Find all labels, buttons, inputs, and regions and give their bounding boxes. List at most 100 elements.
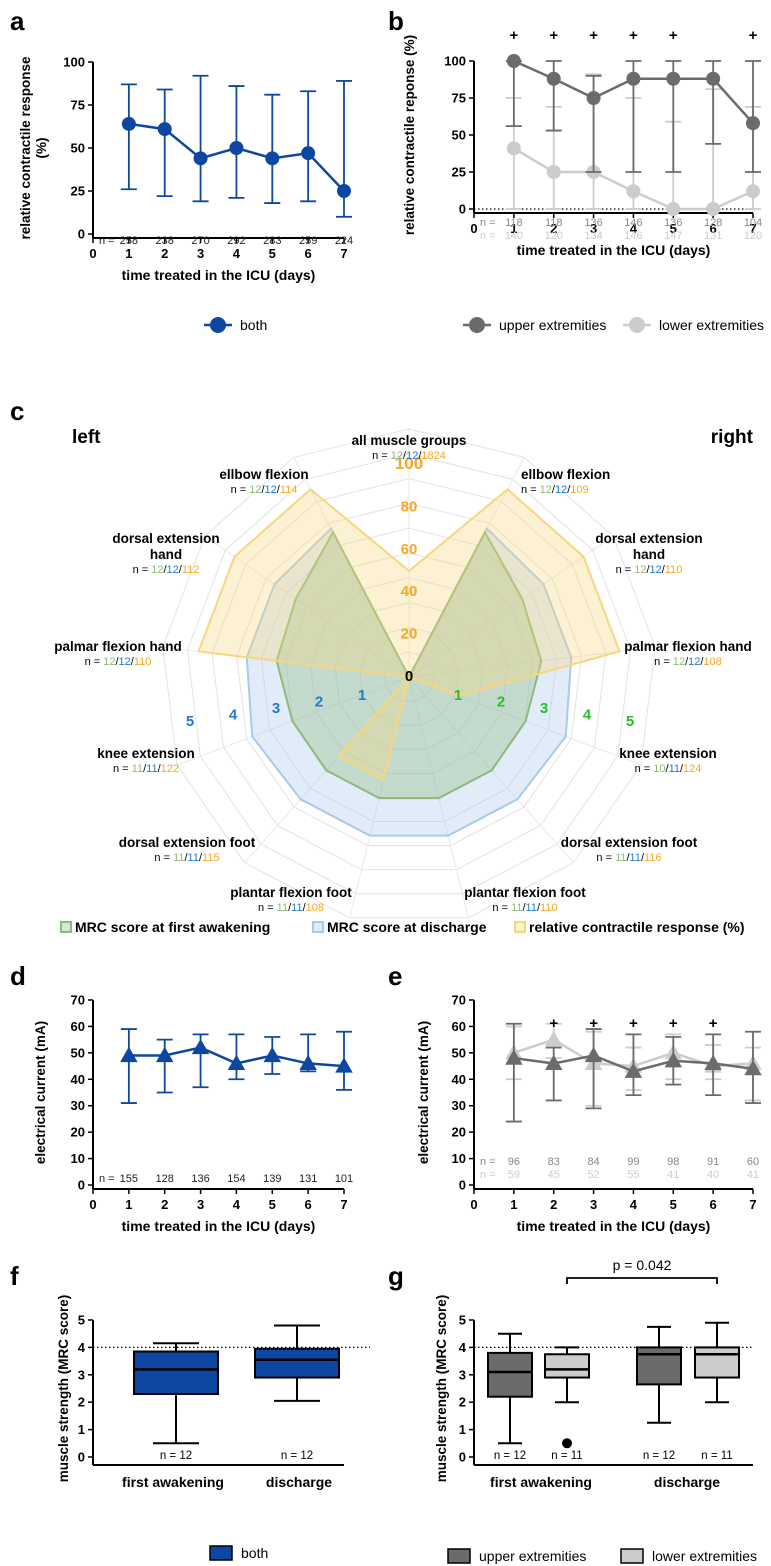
radar-mrc-tick-right: 1 (454, 687, 462, 704)
n-count: 154 (227, 1173, 245, 1185)
y-tick-label: 70 (71, 993, 85, 1008)
radar-pct-tick: 80 (401, 498, 418, 515)
n-part: 11 (173, 852, 184, 864)
n-count: 83 (548, 1156, 560, 1168)
n-count: 84 (587, 1156, 599, 1168)
n-part: 12 (249, 484, 261, 496)
n-count: 283 (263, 235, 281, 247)
y-tick-label: 1 (78, 1422, 85, 1437)
n-part: 11 (511, 902, 522, 914)
n-count: 91 (707, 1156, 719, 1168)
panel-a-chart: a 0 25 50 75 100 0 1 2 3 4 5 6 7 time treated in the I… (10, 6, 353, 283)
n-count: 55 (627, 1169, 639, 1181)
n-count: 128 (704, 217, 722, 229)
n-part: / (303, 902, 307, 914)
n-part: / (662, 564, 666, 576)
significance-bracket (566, 1277, 718, 1284)
legend-f-both: both (209, 1545, 268, 1561)
n-prefix: n = (99, 1173, 115, 1185)
box-group: n = 12 (636, 1325, 682, 1462)
n-part: / (131, 656, 135, 668)
n-part: 11 (188, 852, 199, 864)
n-part: 124 (683, 763, 701, 775)
n-count: n = 12 (160, 1450, 192, 1462)
n-part: n = (372, 450, 391, 462)
n-part: 10 (653, 763, 665, 775)
y-tick-label: 0 (78, 1450, 85, 1465)
y-tick-label: 0 (459, 1178, 466, 1193)
data-point (626, 184, 641, 199)
data-point (544, 1054, 563, 1070)
x-tick-label: 0 (89, 1197, 96, 1212)
radar-axis-name: dorsal extension foot (561, 835, 698, 850)
x-axis-title: time treated in the ICU (days) (517, 242, 711, 258)
legend-swatch (620, 1548, 644, 1564)
radar-axis-label: dorsal extension foot n = 11/11/116 (561, 835, 698, 864)
n-part: / (685, 656, 689, 668)
panel-label: c (10, 396, 24, 426)
radar-axis-name: knee extension (97, 746, 195, 761)
n-part: / (184, 852, 188, 864)
x-tick-label: 3 (590, 221, 597, 236)
n-count: 136 (584, 217, 602, 229)
n-part: 109 (570, 484, 588, 496)
n-count: 270 (191, 235, 209, 247)
n-count: 146 (624, 230, 642, 242)
y-axis-title-line: relative contractile reponse (%) (402, 35, 417, 235)
n-count: 224 (335, 235, 353, 247)
box-group: n = 12 (254, 1324, 340, 1462)
legend-swatch (447, 1548, 471, 1564)
radar-series-area (245, 526, 573, 837)
y-tick-label: 50 (71, 141, 85, 156)
n-part: 11 (291, 902, 302, 914)
box-group: n = 12 (487, 1332, 533, 1462)
y-tick-label: 30 (452, 1098, 466, 1113)
legend-label: relative contractile response (%) (529, 919, 745, 935)
n-part: / (567, 484, 571, 496)
significance-marker: + (709, 1015, 718, 1032)
n-part: 108 (703, 656, 721, 668)
y-axis-title: electrical current (mA) (33, 1021, 48, 1164)
box-group: n = 11 (694, 1321, 740, 1462)
x-tick-label: 0 (470, 1197, 477, 1212)
y-tick-label: 3 (459, 1367, 466, 1382)
legend-g-lower: lower extremities (620, 1548, 757, 1564)
radar-grid-ring (310, 577, 508, 774)
n-part: 12 (673, 656, 685, 668)
radar-grid-ring (236, 502, 582, 847)
category-label: first awakening (490, 1474, 592, 1490)
panel-label: a (10, 6, 25, 36)
box-iqr (133, 1350, 219, 1395)
y-tick-label: 3 (78, 1367, 85, 1382)
n-part: / (700, 656, 704, 668)
n-count: 60 (747, 1156, 759, 1168)
radar-axis-n: n = 11/11/116 (596, 852, 661, 864)
n-part: 12 (650, 564, 662, 576)
n-part: n = (154, 852, 173, 864)
n-count: 258 (120, 235, 138, 247)
y-tick-label: 70 (452, 993, 466, 1008)
data-point (506, 141, 521, 156)
n-part: 11 (630, 852, 641, 864)
n-part: 110 (665, 564, 683, 576)
y-axis-title-line: muscle strength (MRC score) (56, 1295, 71, 1483)
x-tick-label: 5 (269, 246, 276, 261)
x-tick-label: 0 (89, 246, 96, 261)
radar-axis-name: ellbow flexion (219, 467, 308, 482)
legend-label: upper extremities (479, 1548, 586, 1564)
n-part: 12 (119, 656, 131, 668)
y-tick-label: 10 (71, 1151, 85, 1166)
x-tick-label: 3 (590, 1197, 597, 1212)
box-iqr (544, 1353, 590, 1379)
radar-mrc-tick-right: 3 (540, 700, 548, 717)
data-point (626, 71, 641, 86)
radar-grid-ring (211, 478, 607, 871)
y-axis-title: relative contractile reponse (%) (402, 35, 417, 235)
x-tick-label: 1 (125, 1197, 132, 1212)
data-point (265, 151, 280, 166)
n-part: / (158, 763, 162, 775)
radar-mrc-tick-left: 2 (315, 694, 323, 711)
n-part: n = (133, 564, 152, 576)
radar-axis-n: n = 11/11/110 (492, 902, 557, 914)
